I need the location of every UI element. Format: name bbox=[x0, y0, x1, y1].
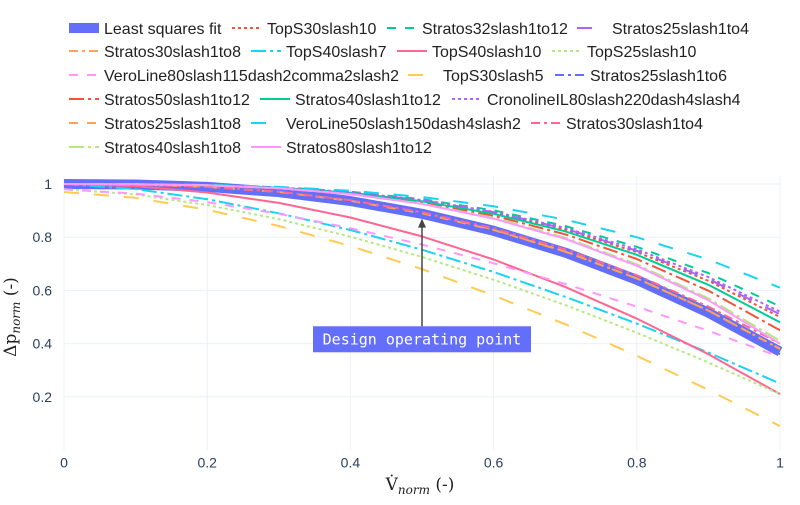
arrow-head-icon bbox=[418, 218, 426, 228]
legend-label: Stratos30slash1to8 bbox=[104, 44, 241, 61]
legend-label: Stratos25slash1to8 bbox=[104, 116, 241, 133]
legend-item-veroline80slash115dash2comma2slash2[interactable]: VeroLine80slash115dash2comma2slash2 bbox=[69, 68, 399, 85]
legend-item-stratos25slash1to8[interactable]: Stratos25slash1to8 bbox=[69, 116, 241, 133]
legend-label: TopS40slash7 bbox=[286, 44, 387, 61]
series-line-tops25slash10 bbox=[63, 188, 781, 396]
y-tick-label: 0.8 bbox=[33, 229, 53, 245]
legend-label: Stratos30slash1to4 bbox=[566, 116, 703, 133]
legend-item-stratos40slash1to12[interactable]: Stratos40slash1to12 bbox=[260, 92, 441, 109]
legend-item-least squares fit[interactable]: Least squares fit bbox=[69, 21, 222, 38]
legend-item-stratos32slash1to12[interactable]: Stratos32slash1to12 bbox=[387, 21, 568, 38]
legend-item-tops30slash5[interactable]: TopS30slash5 bbox=[408, 68, 544, 85]
legend-label: Stratos40slash1to8 bbox=[104, 140, 241, 157]
y-tick-label: 0.6 bbox=[33, 282, 53, 298]
x-tick-label: 0.2 bbox=[197, 454, 217, 470]
x-tick-label: 1 bbox=[776, 454, 784, 470]
series-line-veroline50slash150dash4slash2 bbox=[64, 183, 781, 289]
series-line-stratos50slash1to12 bbox=[63, 183, 781, 332]
x-tick-label: 0 bbox=[60, 454, 68, 470]
legend-label: Stratos40slash1to12 bbox=[295, 92, 441, 109]
legend-label: VeroLine50slash150dash4slash2 bbox=[286, 116, 521, 133]
annotation-text: Design operating point bbox=[323, 330, 522, 348]
legend-item-stratos30slash1to8[interactable]: Stratos30slash1to8 bbox=[69, 44, 241, 61]
legend-label: TopS30slash5 bbox=[443, 68, 544, 85]
legend-item-tops30slash10[interactable]: TopS30slash10 bbox=[232, 21, 377, 38]
legend-item-stratos40slash1to8[interactable]: Stratos40slash1to8 bbox=[69, 140, 241, 157]
legend-item-stratos50slash1to12[interactable]: Stratos50slash1to12 bbox=[69, 92, 250, 109]
legend-label: Least squares fit bbox=[104, 21, 222, 38]
legend-label: Stratos25slash1to4 bbox=[612, 21, 749, 38]
legend-item-stratos80slash1to12[interactable]: Stratos80slash1to12 bbox=[251, 140, 432, 157]
series-line-stratos80slash1to12 bbox=[63, 183, 781, 345]
legend-item-stratos25slash1to6[interactable]: Stratos25slash1to6 bbox=[555, 68, 727, 85]
series-line-stratos25slash1to4 bbox=[64, 183, 781, 316]
legend[interactable]: Least squares fit TopS30slash10 Stratos32s… bbox=[69, 21, 749, 157]
legend-item-stratos25slash1to4[interactable]: Stratos25slash1to4 bbox=[577, 21, 749, 38]
legend-label: Stratos80slash1to12 bbox=[286, 140, 432, 157]
legend-label: Stratos25slash1to6 bbox=[590, 68, 727, 85]
tick-labels: 0 0.2 0.4 0.6 0.8 1 0.2 0.4 0.6 0.8 1 bbox=[33, 176, 785, 470]
legend-label: TopS30slash10 bbox=[267, 21, 377, 38]
annotation: Design operating point bbox=[313, 218, 531, 353]
legend-item-tops40slash7[interactable]: TopS40slash7 bbox=[251, 44, 387, 61]
legend-item-cronolineil80slash220dash4slash4[interactable]: CronolineIL80slash220dash4slash4 bbox=[452, 92, 741, 109]
y-axis-title: Δpnorm (-) bbox=[1, 277, 23, 357]
legend-label: TopS40slash10 bbox=[432, 44, 542, 61]
legend-label: CronolineIL80slash220dash4slash4 bbox=[487, 92, 741, 109]
y-tick-label: 0.2 bbox=[33, 389, 53, 405]
legend-label: Stratos50slash1to12 bbox=[104, 92, 250, 109]
x-axis-title: V̇norm (-) bbox=[385, 475, 455, 497]
x-tick-label: 0.8 bbox=[627, 454, 647, 470]
x-tick-label: 0.4 bbox=[341, 454, 361, 470]
y-tick-label: 1 bbox=[44, 176, 52, 192]
legend-item-stratos30slash1to4[interactable]: Stratos30slash1to4 bbox=[531, 116, 703, 133]
y-tick-label: 0.4 bbox=[33, 336, 53, 352]
legend-item-tops25slash10[interactable]: TopS25slash10 bbox=[552, 44, 697, 61]
x-tick-label: 0.6 bbox=[484, 454, 504, 470]
annotation-box bbox=[313, 326, 531, 353]
legend-item-veroline50slash150dash4slash2[interactable]: VeroLine50slash150dash4slash2 bbox=[251, 116, 521, 133]
legend-label: VeroLine80slash115dash2comma2slash2 bbox=[104, 68, 399, 85]
series-line-least squares fit bbox=[63, 179, 783, 356]
legend-item-tops40slash10[interactable]: TopS40slash10 bbox=[397, 44, 542, 61]
legend-label: TopS25slash10 bbox=[587, 44, 697, 61]
legend-label: Stratos32slash1to12 bbox=[422, 21, 568, 38]
